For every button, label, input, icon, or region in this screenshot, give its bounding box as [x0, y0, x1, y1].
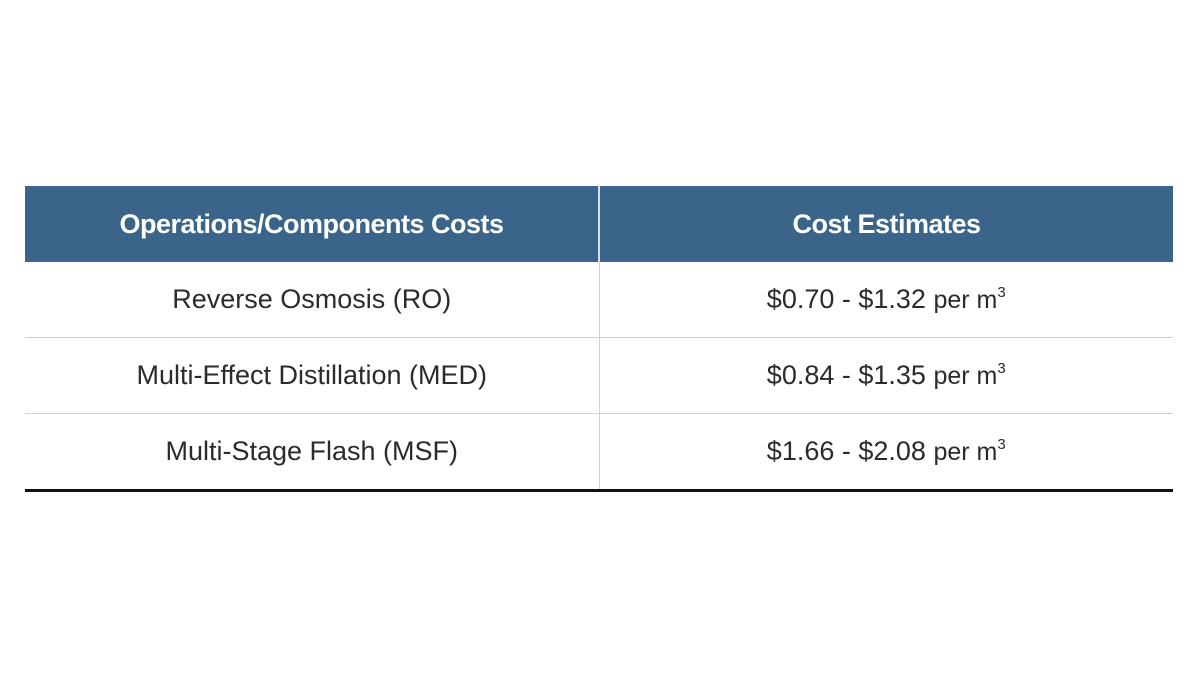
component-cell: Multi-Effect Distillation (MED): [25, 337, 599, 414]
cost-cell: $1.66 - $2.08 per m3: [598, 413, 1173, 492]
table-row: Reverse Osmosis (RO) $0.70 - $1.32 per m…: [25, 262, 1173, 338]
cost-cell: $0.70 - $1.32 per m3: [598, 262, 1173, 338]
cost-unit: per m: [933, 286, 998, 314]
cost-unit: per m: [933, 438, 998, 466]
cost-unit: per m: [933, 362, 998, 390]
table-body: Reverse Osmosis (RO) $0.70 - $1.32 per m…: [25, 262, 1173, 492]
cost-range: $0.84 - $1.35: [766, 360, 926, 390]
unit-exponent: 3: [997, 284, 1006, 301]
cost-table-container: Operations/Components Costs Cost Estimat…: [25, 186, 1173, 492]
table-row: Multi-Stage Flash (MSF) $1.66 - $2.08 pe…: [25, 413, 1173, 492]
unit-exponent: 3: [997, 360, 1006, 377]
header-row: Operations/Components Costs Cost Estimat…: [25, 186, 1173, 262]
cost-table: Operations/Components Costs Cost Estimat…: [25, 186, 1173, 492]
cost-range: $1.66 - $2.08: [766, 436, 926, 466]
cost-cell: $0.84 - $1.35 per m3: [598, 337, 1173, 414]
component-cell: Reverse Osmosis (RO): [25, 262, 599, 338]
unit-exponent: 3: [997, 436, 1006, 453]
cost-range: $0.70 - $1.32: [766, 284, 926, 314]
column-header-components: Operations/Components Costs: [25, 186, 599, 262]
table-header: Operations/Components Costs Cost Estimat…: [25, 186, 1173, 262]
component-cell: Multi-Stage Flash (MSF): [25, 413, 599, 492]
column-header-cost-estimates: Cost Estimates: [598, 186, 1173, 262]
table-row: Multi-Effect Distillation (MED) $0.84 - …: [25, 337, 1173, 414]
